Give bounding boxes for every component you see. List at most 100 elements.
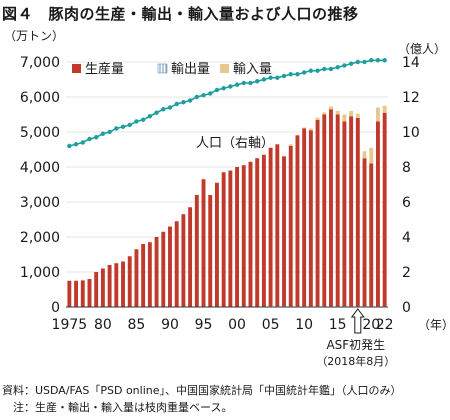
production-bar bbox=[134, 249, 139, 307]
production-bar bbox=[235, 167, 240, 307]
bars bbox=[67, 105, 387, 307]
x-tick-label: 95 bbox=[195, 317, 213, 333]
production-bar bbox=[382, 112, 387, 307]
import-bar bbox=[362, 151, 367, 159]
production-bar bbox=[74, 280, 79, 307]
x-tick-label: 05 bbox=[262, 317, 280, 333]
y-axis-ticks: 0 1,000 2,000 3,000 4,000 5,000 6,000 7,000 bbox=[20, 55, 60, 316]
population-point bbox=[281, 73, 287, 79]
y-tick-label: 2,000 bbox=[20, 230, 60, 246]
population-point bbox=[362, 59, 367, 65]
population-point bbox=[261, 77, 267, 82]
production-bar bbox=[349, 116, 354, 307]
production-bar bbox=[201, 179, 206, 307]
y2-tick-label: 14 bbox=[402, 55, 420, 71]
population-point bbox=[348, 61, 354, 66]
production-bar bbox=[329, 109, 333, 307]
import-bar bbox=[369, 147, 374, 164]
source-note: 資料：USDA/FAS「PSD online」、中国国家統計局「中国統計年鑑」（… bbox=[2, 384, 402, 397]
production-bar bbox=[208, 195, 213, 307]
x-tick-label: 1975 bbox=[52, 317, 88, 333]
production-bar bbox=[181, 214, 186, 307]
population-point bbox=[80, 140, 85, 145]
legend-swatch bbox=[220, 64, 229, 73]
production-bar bbox=[114, 263, 119, 307]
production-bar bbox=[308, 130, 313, 307]
population-point bbox=[228, 84, 233, 89]
y-tick-label: 6,000 bbox=[20, 90, 60, 106]
production-bar bbox=[121, 261, 125, 307]
population-point bbox=[194, 94, 200, 100]
population-series bbox=[67, 58, 387, 149]
y2-tick-label: 8 bbox=[402, 160, 411, 176]
import-bar bbox=[282, 155, 286, 157]
production-bar bbox=[80, 280, 85, 307]
production-bar bbox=[315, 119, 320, 307]
production-bar bbox=[228, 170, 233, 307]
population-point bbox=[375, 58, 381, 63]
y2-tick-label: 4 bbox=[402, 230, 411, 246]
y-tick-label: 0 bbox=[51, 300, 60, 316]
asf-arrow bbox=[350, 308, 365, 334]
production-bar bbox=[288, 146, 293, 307]
import-bar bbox=[295, 134, 300, 136]
y2-tick-label: 0 bbox=[402, 300, 411, 316]
y2-axis-ticks: 0 2 4 6 8 10 12 14 bbox=[402, 55, 420, 316]
population-point bbox=[355, 59, 361, 65]
import-bar bbox=[382, 105, 387, 113]
import-bar bbox=[329, 106, 333, 110]
asf-date-label: （2018年8月） bbox=[316, 354, 395, 368]
y2-tick-label: 10 bbox=[402, 125, 420, 141]
population-point bbox=[268, 75, 273, 80]
y-tick-label: 1,000 bbox=[20, 265, 60, 281]
population-point bbox=[308, 68, 314, 73]
population-point bbox=[241, 80, 246, 86]
production-bar bbox=[255, 158, 260, 307]
production-bar bbox=[174, 221, 179, 307]
production-bar bbox=[67, 280, 72, 307]
population-point bbox=[369, 58, 374, 63]
population-point bbox=[275, 75, 280, 80]
production-bar bbox=[100, 268, 105, 307]
x-tick-label: 15 bbox=[329, 317, 347, 333]
production-bar bbox=[168, 226, 172, 307]
production-bar bbox=[107, 265, 112, 307]
population-point bbox=[174, 101, 179, 107]
legend-label: 輸入量 bbox=[233, 62, 272, 77]
production-bar bbox=[87, 279, 92, 307]
y2-tick-label: 6 bbox=[402, 195, 411, 211]
production-bar bbox=[355, 118, 360, 307]
population-point bbox=[335, 65, 340, 70]
population-point bbox=[100, 131, 106, 136]
import-bar bbox=[308, 128, 313, 131]
population-point bbox=[161, 107, 166, 112]
population-point bbox=[214, 87, 220, 93]
y-tick-label: 7,000 bbox=[20, 55, 60, 71]
y2-tick-label: 2 bbox=[402, 265, 411, 281]
population-point bbox=[295, 72, 300, 77]
population-point bbox=[93, 135, 99, 140]
population-point bbox=[328, 66, 334, 72]
population-point bbox=[342, 63, 347, 68]
legend-swatch bbox=[157, 63, 168, 74]
y-tick-label: 4,000 bbox=[20, 160, 60, 176]
production-bar bbox=[161, 231, 166, 307]
grid bbox=[66, 61, 388, 273]
footnote: 注：生産・輸出・輸入量は枝肉重量ベース。 bbox=[2, 401, 233, 414]
x-tick-label: 85 bbox=[128, 317, 146, 333]
production-bar bbox=[342, 121, 347, 307]
population-label: 人口（右軸） bbox=[196, 136, 274, 151]
legend: 生産量 輸出量 輸入量 bbox=[72, 61, 272, 77]
x-tick-label: 10 bbox=[295, 317, 313, 333]
production-bar bbox=[188, 207, 193, 307]
population-point bbox=[221, 86, 226, 91]
production-bar bbox=[302, 128, 307, 307]
import-bar bbox=[302, 127, 307, 129]
population-point bbox=[73, 142, 79, 147]
production-bar bbox=[282, 156, 286, 307]
production-bar bbox=[127, 256, 132, 307]
production-bar bbox=[375, 121, 380, 307]
population-point bbox=[147, 114, 153, 119]
legend-label: 生産量 bbox=[85, 61, 124, 77]
production-bar bbox=[268, 147, 273, 307]
